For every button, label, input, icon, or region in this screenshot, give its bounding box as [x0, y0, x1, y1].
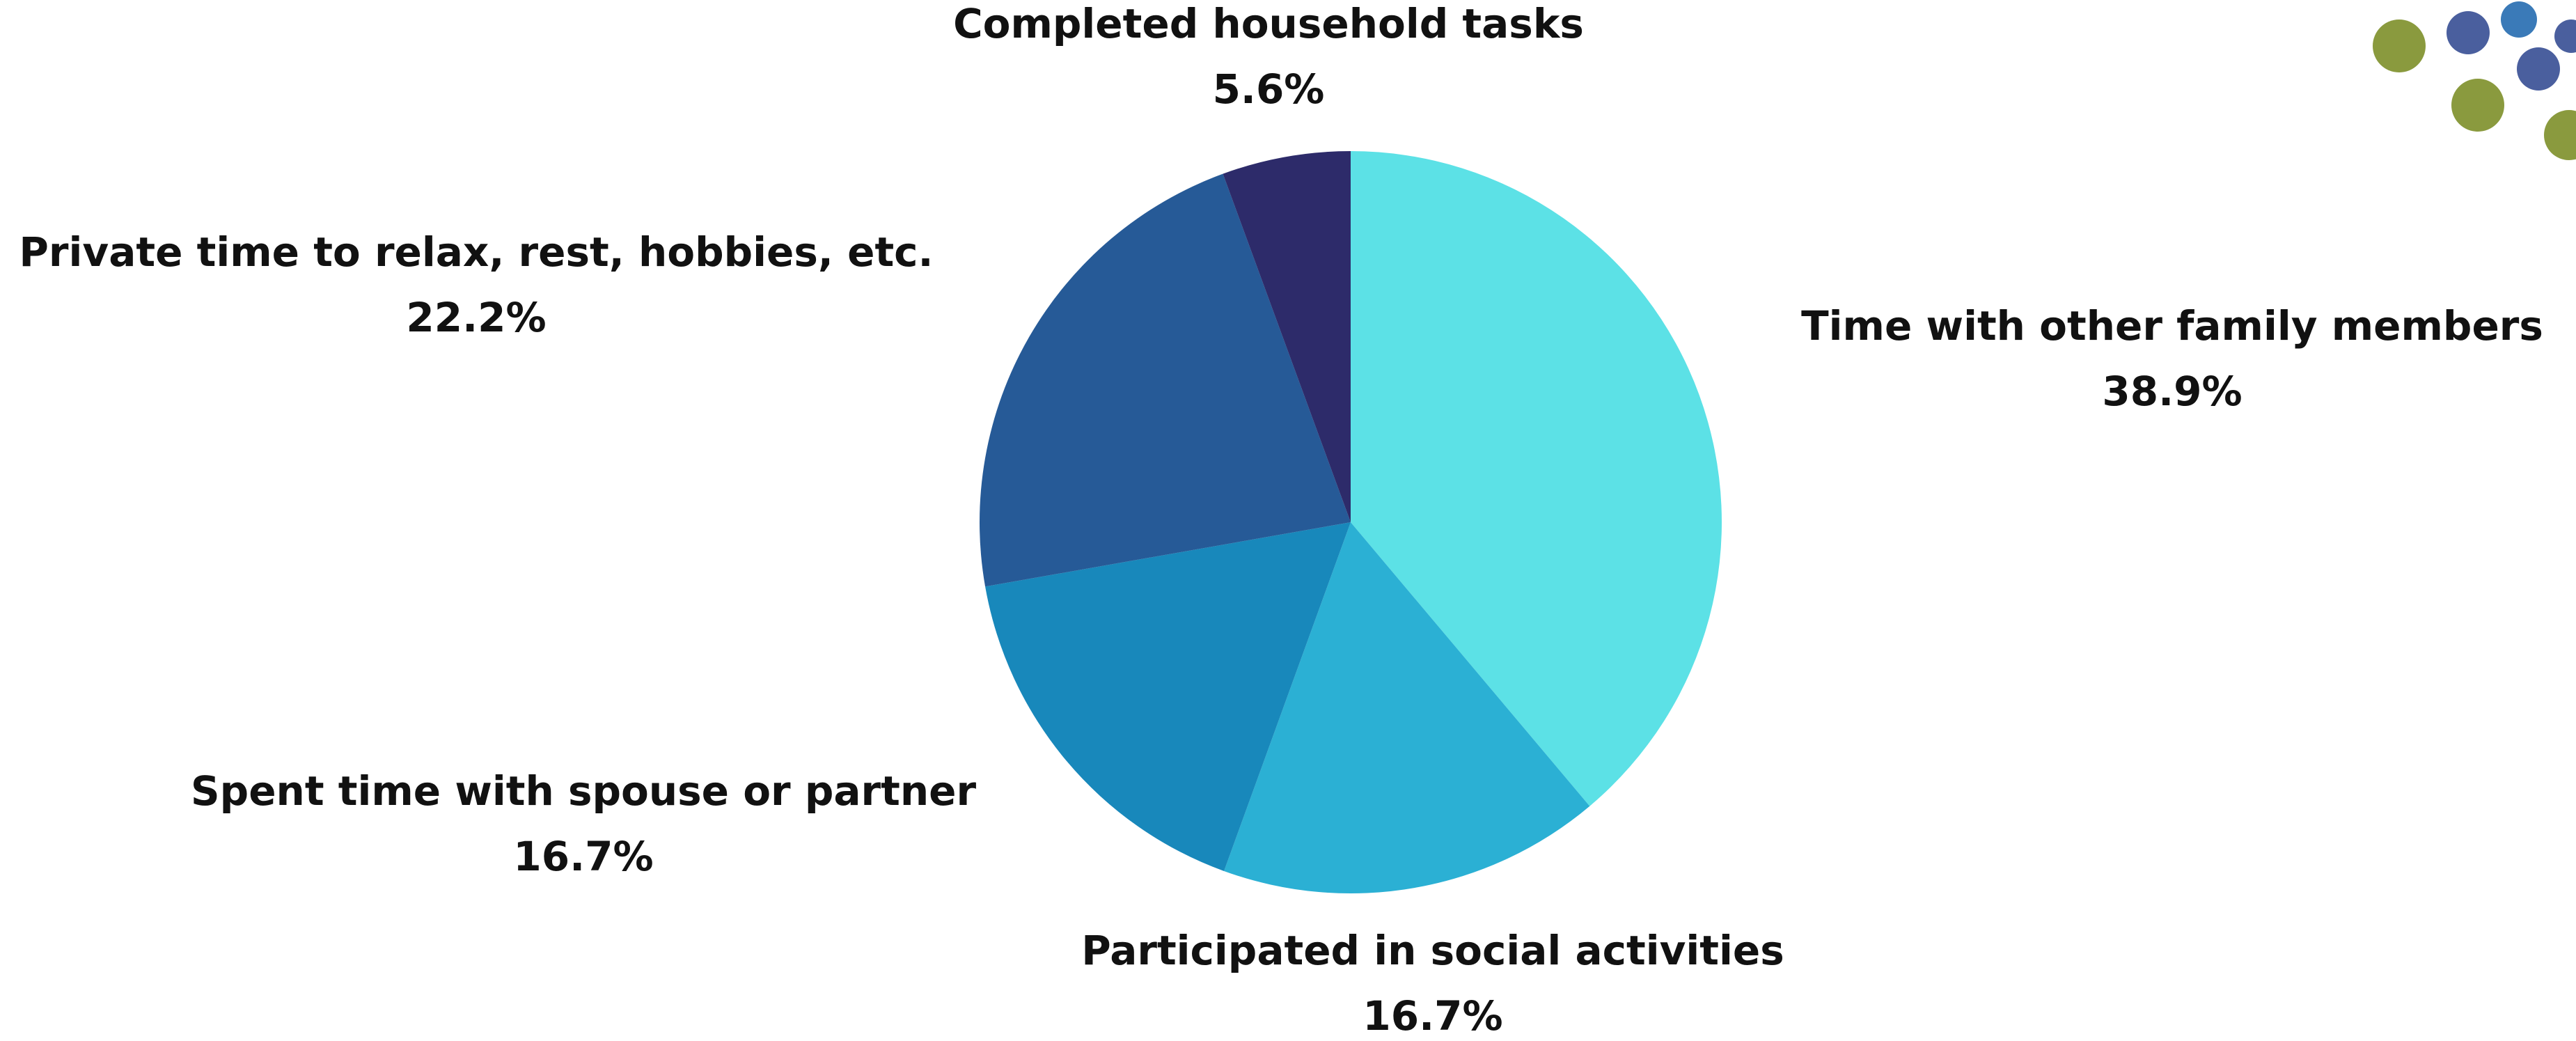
dot [2447, 11, 2490, 54]
dot [2373, 19, 2426, 72]
value-label: 5.6% [1213, 65, 1325, 113]
slice-label: Participated in social activities [1081, 927, 1784, 974]
value-label: 16.7% [1362, 992, 1502, 1040]
dot [2501, 1, 2537, 38]
slice-label: Completed household tasks [953, 0, 1584, 47]
value-label: 38.9% [2102, 368, 2242, 415]
slice-label: Time with other family members [1801, 302, 2543, 350]
slice-label: Private time to relax, rest, hobbies, et… [19, 228, 933, 276]
value-label: 22.2% [406, 294, 546, 341]
dot [2451, 79, 2504, 132]
chart: Time with other family members 38.9% Parti… [0, 0, 2576, 1041]
dot [2544, 110, 2576, 160]
dot [2554, 19, 2576, 53]
decoration-dots [2373, 1, 2576, 160]
slice-label: Spent time with spouse or partner [191, 767, 977, 815]
value-label: 16.7% [513, 833, 653, 880]
dot [2517, 47, 2560, 91]
